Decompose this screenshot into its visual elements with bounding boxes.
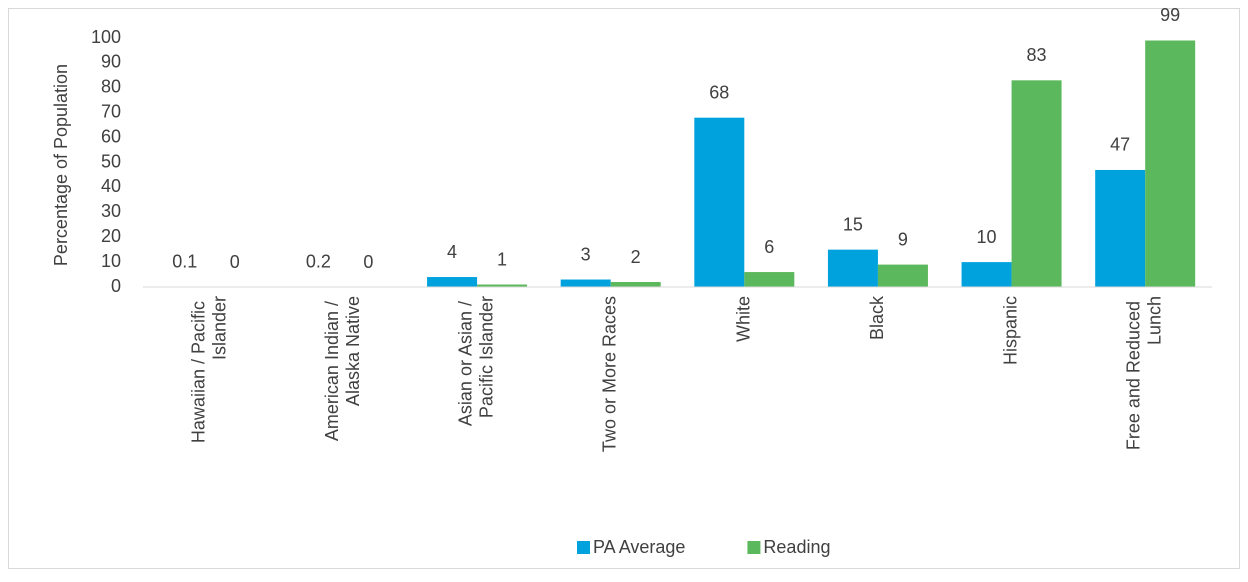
data-label: 9 <box>898 229 908 249</box>
bar <box>611 282 661 287</box>
bar <box>828 250 878 287</box>
data-label: 2 <box>631 247 641 267</box>
y-tick-label: 0 <box>111 276 121 296</box>
data-label: 0.1 <box>172 252 197 272</box>
bar <box>1012 80 1062 287</box>
y-tick-label: 30 <box>101 201 121 221</box>
y-tick-label: 60 <box>101 126 121 146</box>
data-label: 1 <box>497 249 507 269</box>
data-label: 15 <box>843 214 863 234</box>
data-label: 0 <box>230 252 240 272</box>
x-tick-group: White <box>733 296 753 342</box>
legend-label: PA Average <box>593 537 685 557</box>
y-tick-label: 20 <box>101 226 121 246</box>
data-label: 99 <box>1160 5 1180 25</box>
y-tick-label: 10 <box>101 251 121 271</box>
x-tick-group: Hispanic <box>1000 296 1020 365</box>
y-tick-label: 40 <box>101 176 121 196</box>
x-tick-label: Hispanic <box>1000 296 1020 365</box>
x-tick-group: Asian or Asian / Pacific Islander <box>455 296 496 426</box>
x-tick-label: White <box>733 296 753 342</box>
y-tick-label: 70 <box>101 101 121 121</box>
x-tick-label: Two or More Races <box>599 296 619 452</box>
x-tick-group: Two or More Races <box>599 296 619 452</box>
x-tick-label: Black <box>867 295 887 340</box>
data-label: 83 <box>1027 45 1047 65</box>
y-tick-label: 50 <box>101 151 121 171</box>
bar <box>1095 170 1145 287</box>
bar <box>1145 40 1195 287</box>
x-tick-group: Black <box>867 295 887 340</box>
data-label: 0.2 <box>306 251 331 271</box>
y-tick-label: 80 <box>101 77 121 97</box>
y-tick-label: 100 <box>91 27 121 47</box>
data-label: 68 <box>709 82 729 102</box>
x-tick-label: Asian or Asian / Pacific Islander <box>455 296 496 426</box>
data-label: 0 <box>363 252 373 272</box>
data-label: 47 <box>1110 135 1130 155</box>
bar <box>561 280 611 287</box>
legend-swatch <box>577 541 590 554</box>
legend-swatch <box>747 541 760 554</box>
legend-label: Reading <box>763 537 830 557</box>
bar <box>694 118 744 287</box>
bar <box>878 265 928 287</box>
bar <box>744 272 794 287</box>
data-label: 6 <box>764 237 774 257</box>
bar <box>962 262 1012 287</box>
y-axis-label: Percentage of Population <box>51 64 71 266</box>
y-tick-label: 90 <box>101 52 121 72</box>
bar <box>427 277 477 287</box>
data-label: 4 <box>447 242 457 262</box>
data-label: 10 <box>977 227 997 247</box>
data-label: 3 <box>581 244 591 264</box>
